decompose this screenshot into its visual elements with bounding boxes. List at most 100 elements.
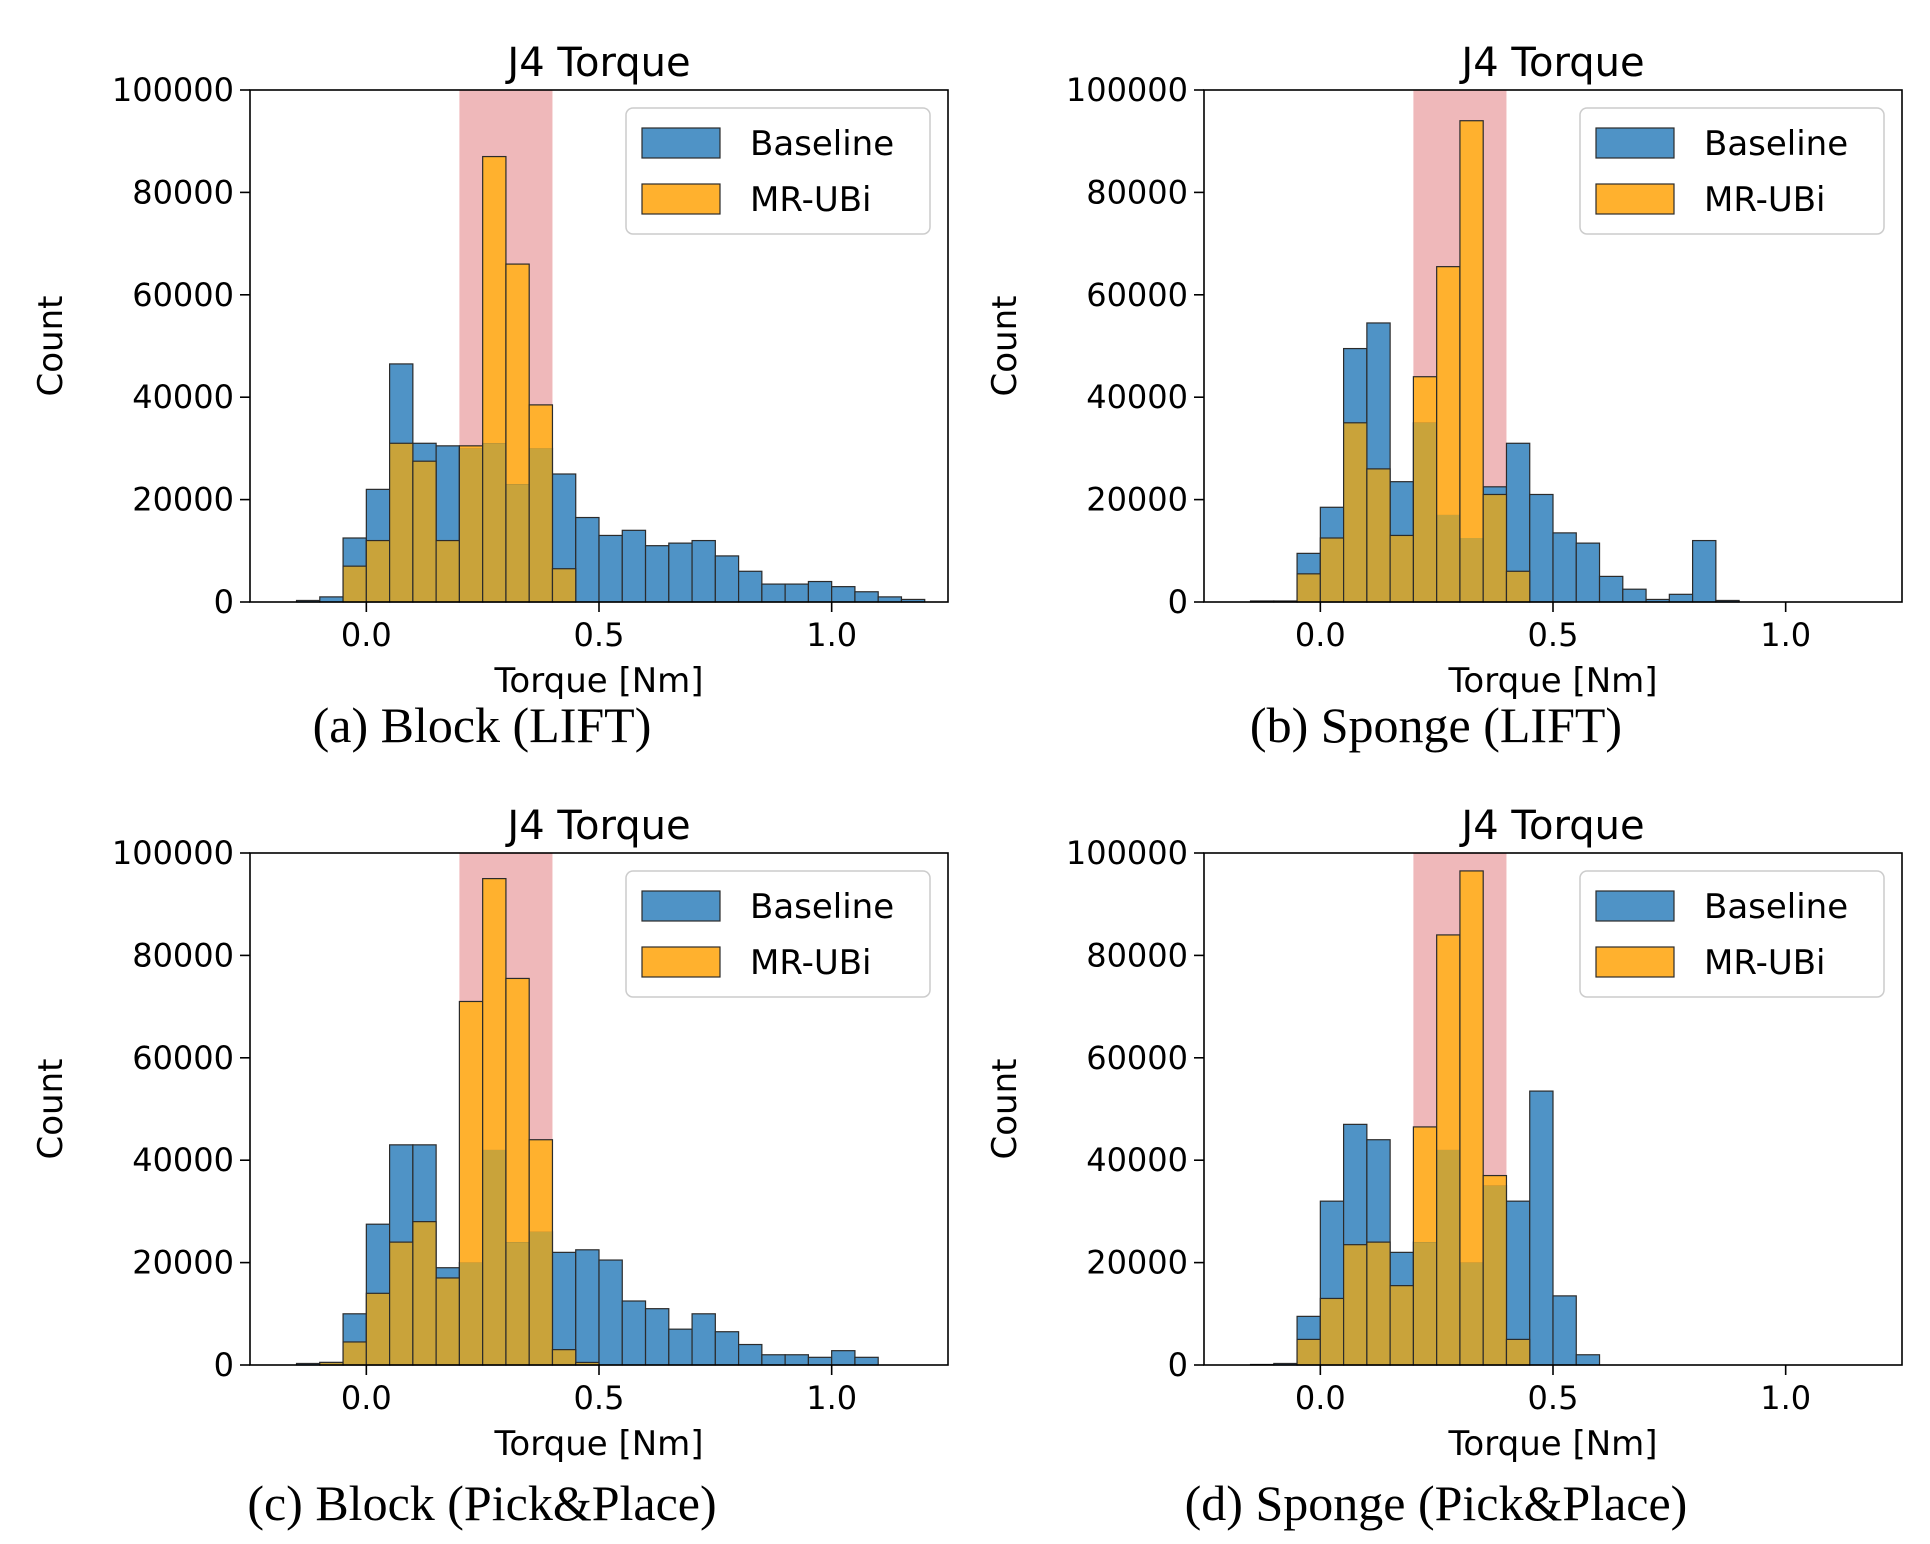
baseline-bar <box>644 545 670 603</box>
y-tick-label: 20000 <box>132 1244 234 1282</box>
mrubi-bar <box>412 1221 437 1366</box>
mrubi-bar <box>1389 1285 1414 1366</box>
mrubi-bar <box>482 877 507 1366</box>
y-tick-label: 0 <box>214 1346 234 1384</box>
baseline-bar <box>1552 532 1577 603</box>
mrubi-bar <box>1342 422 1368 603</box>
y-tick-label: 0 <box>1168 583 1188 621</box>
mrubi-bar <box>505 263 530 603</box>
baseline-bar <box>1552 1295 1577 1366</box>
baseline-bar <box>1575 542 1601 603</box>
mrubi-bar <box>528 404 554 603</box>
mrubi-bar <box>505 977 530 1366</box>
mrubi-bar <box>1436 934 1461 1366</box>
baseline-bar <box>668 542 693 603</box>
mrubi-bar <box>458 445 484 603</box>
x-tick-label: 0.5 <box>574 1379 625 1417</box>
chart-title: J4 Torque <box>1458 40 1644 86</box>
y-tick-label: 0 <box>214 583 234 621</box>
baseline-bar <box>691 1313 716 1366</box>
baseline-bar <box>691 539 716 603</box>
baseline-bar <box>807 1356 833 1366</box>
legend-entry: Baseline <box>1704 887 1848 927</box>
x-tick-label: 0.0 <box>341 1379 392 1417</box>
mrubi-bar <box>1296 573 1321 603</box>
y-tick-label: 40000 <box>1086 1141 1188 1179</box>
baseline-bar <box>854 591 879 603</box>
mrubi-bar <box>458 1000 484 1366</box>
baseline-bar <box>575 1249 600 1366</box>
legend-entry: Baseline <box>750 124 894 164</box>
y-tick-label: 20000 <box>1086 1244 1188 1282</box>
baseline-bar <box>784 583 810 603</box>
mrubi-bar <box>1366 1241 1391 1366</box>
baseline-bar <box>668 1328 693 1366</box>
mrubi-bar <box>482 155 507 603</box>
mrubi-bar <box>1412 376 1438 603</box>
x-tick-label: 0.0 <box>341 616 392 654</box>
x-tick-label: 0.5 <box>574 616 625 654</box>
mrubi-bar <box>435 1277 460 1366</box>
baseline-bar <box>1598 575 1624 603</box>
mrubi-bar <box>1436 266 1461 603</box>
y-axis-label: Count <box>31 296 71 397</box>
baseline-bar <box>1622 588 1647 603</box>
mrubi-bar <box>389 442 414 603</box>
y-tick-label: 80000 <box>132 173 234 211</box>
baseline-bar <box>737 1343 763 1366</box>
y-tick-label: 60000 <box>132 276 234 314</box>
legend: Baseline MR-UBi <box>625 107 931 235</box>
x-tick-label: 0.5 <box>1528 616 1579 654</box>
mrubi-bar <box>342 565 367 603</box>
x-tick-label: 0.0 <box>1295 616 1346 654</box>
x-axis-label: Torque [Nm] <box>493 1424 703 1464</box>
baseline-bar <box>1529 493 1554 603</box>
mrubi-bar <box>551 1349 577 1366</box>
legend: Baseline MR-UBi <box>625 870 931 998</box>
legend: Baseline MR-UBi <box>1579 870 1885 998</box>
mrubi-bar <box>1482 493 1508 603</box>
mrubi-bar <box>389 1241 414 1366</box>
y-tick-label: 80000 <box>132 936 234 974</box>
legend: Baseline MR-UBi <box>1579 107 1885 235</box>
mrubi-bar <box>342 1341 367 1366</box>
mrubi-bar <box>365 539 391 603</box>
y-tick-label: 80000 <box>1086 173 1188 211</box>
y-tick-label: 0 <box>1168 1346 1188 1384</box>
subfigure-caption: (d) Sponge (Pick&Place) <box>1185 1475 1688 1531</box>
baseline-bar <box>831 1350 856 1366</box>
baseline-bar <box>1529 1090 1554 1366</box>
y-tick-label: 20000 <box>132 481 234 519</box>
y-tick-label: 100000 <box>112 71 234 109</box>
mrubi-bar <box>412 460 437 603</box>
baseline-bar <box>784 1354 810 1366</box>
chart-title: J4 Torque <box>504 40 690 86</box>
mrubi-bar <box>365 1292 391 1366</box>
y-tick-label: 60000 <box>1086 276 1188 314</box>
subfigure-caption: (a) Block (LIFT) <box>313 697 652 753</box>
y-tick-label: 20000 <box>1086 481 1188 519</box>
mrubi-bar <box>1319 1297 1345 1366</box>
x-axis-label: Torque [Nm] <box>1447 661 1657 701</box>
y-tick-label: 40000 <box>1086 378 1188 416</box>
legend-swatch <box>641 183 721 215</box>
legend-entry: MR-UBi <box>750 943 872 983</box>
legend-entry: Baseline <box>1704 124 1848 164</box>
legend-swatch <box>641 946 721 978</box>
histogram-panel-2: 0 20000 40000 60000 80000 100000 0.0 0.5 1.0 J4 T… <box>31 803 949 1531</box>
baseline-bar <box>644 1308 670 1366</box>
mrubi-bar <box>551 568 577 603</box>
baseline-bar <box>621 529 647 603</box>
x-tick-label: 1.0 <box>806 1379 857 1417</box>
x-tick-label: 1.0 <box>806 616 857 654</box>
legend-entry: MR-UBi <box>750 180 872 220</box>
baseline-bar <box>737 570 763 603</box>
x-tick-label: 0.0 <box>1295 1379 1346 1417</box>
y-tick-label: 60000 <box>132 1039 234 1077</box>
chart-title: J4 Torque <box>1458 803 1644 849</box>
mrubi-bar <box>1459 870 1484 1366</box>
mrubi-bar <box>528 1139 554 1366</box>
y-axis-label: Count <box>985 1059 1025 1160</box>
y-tick-label: 100000 <box>112 834 234 872</box>
